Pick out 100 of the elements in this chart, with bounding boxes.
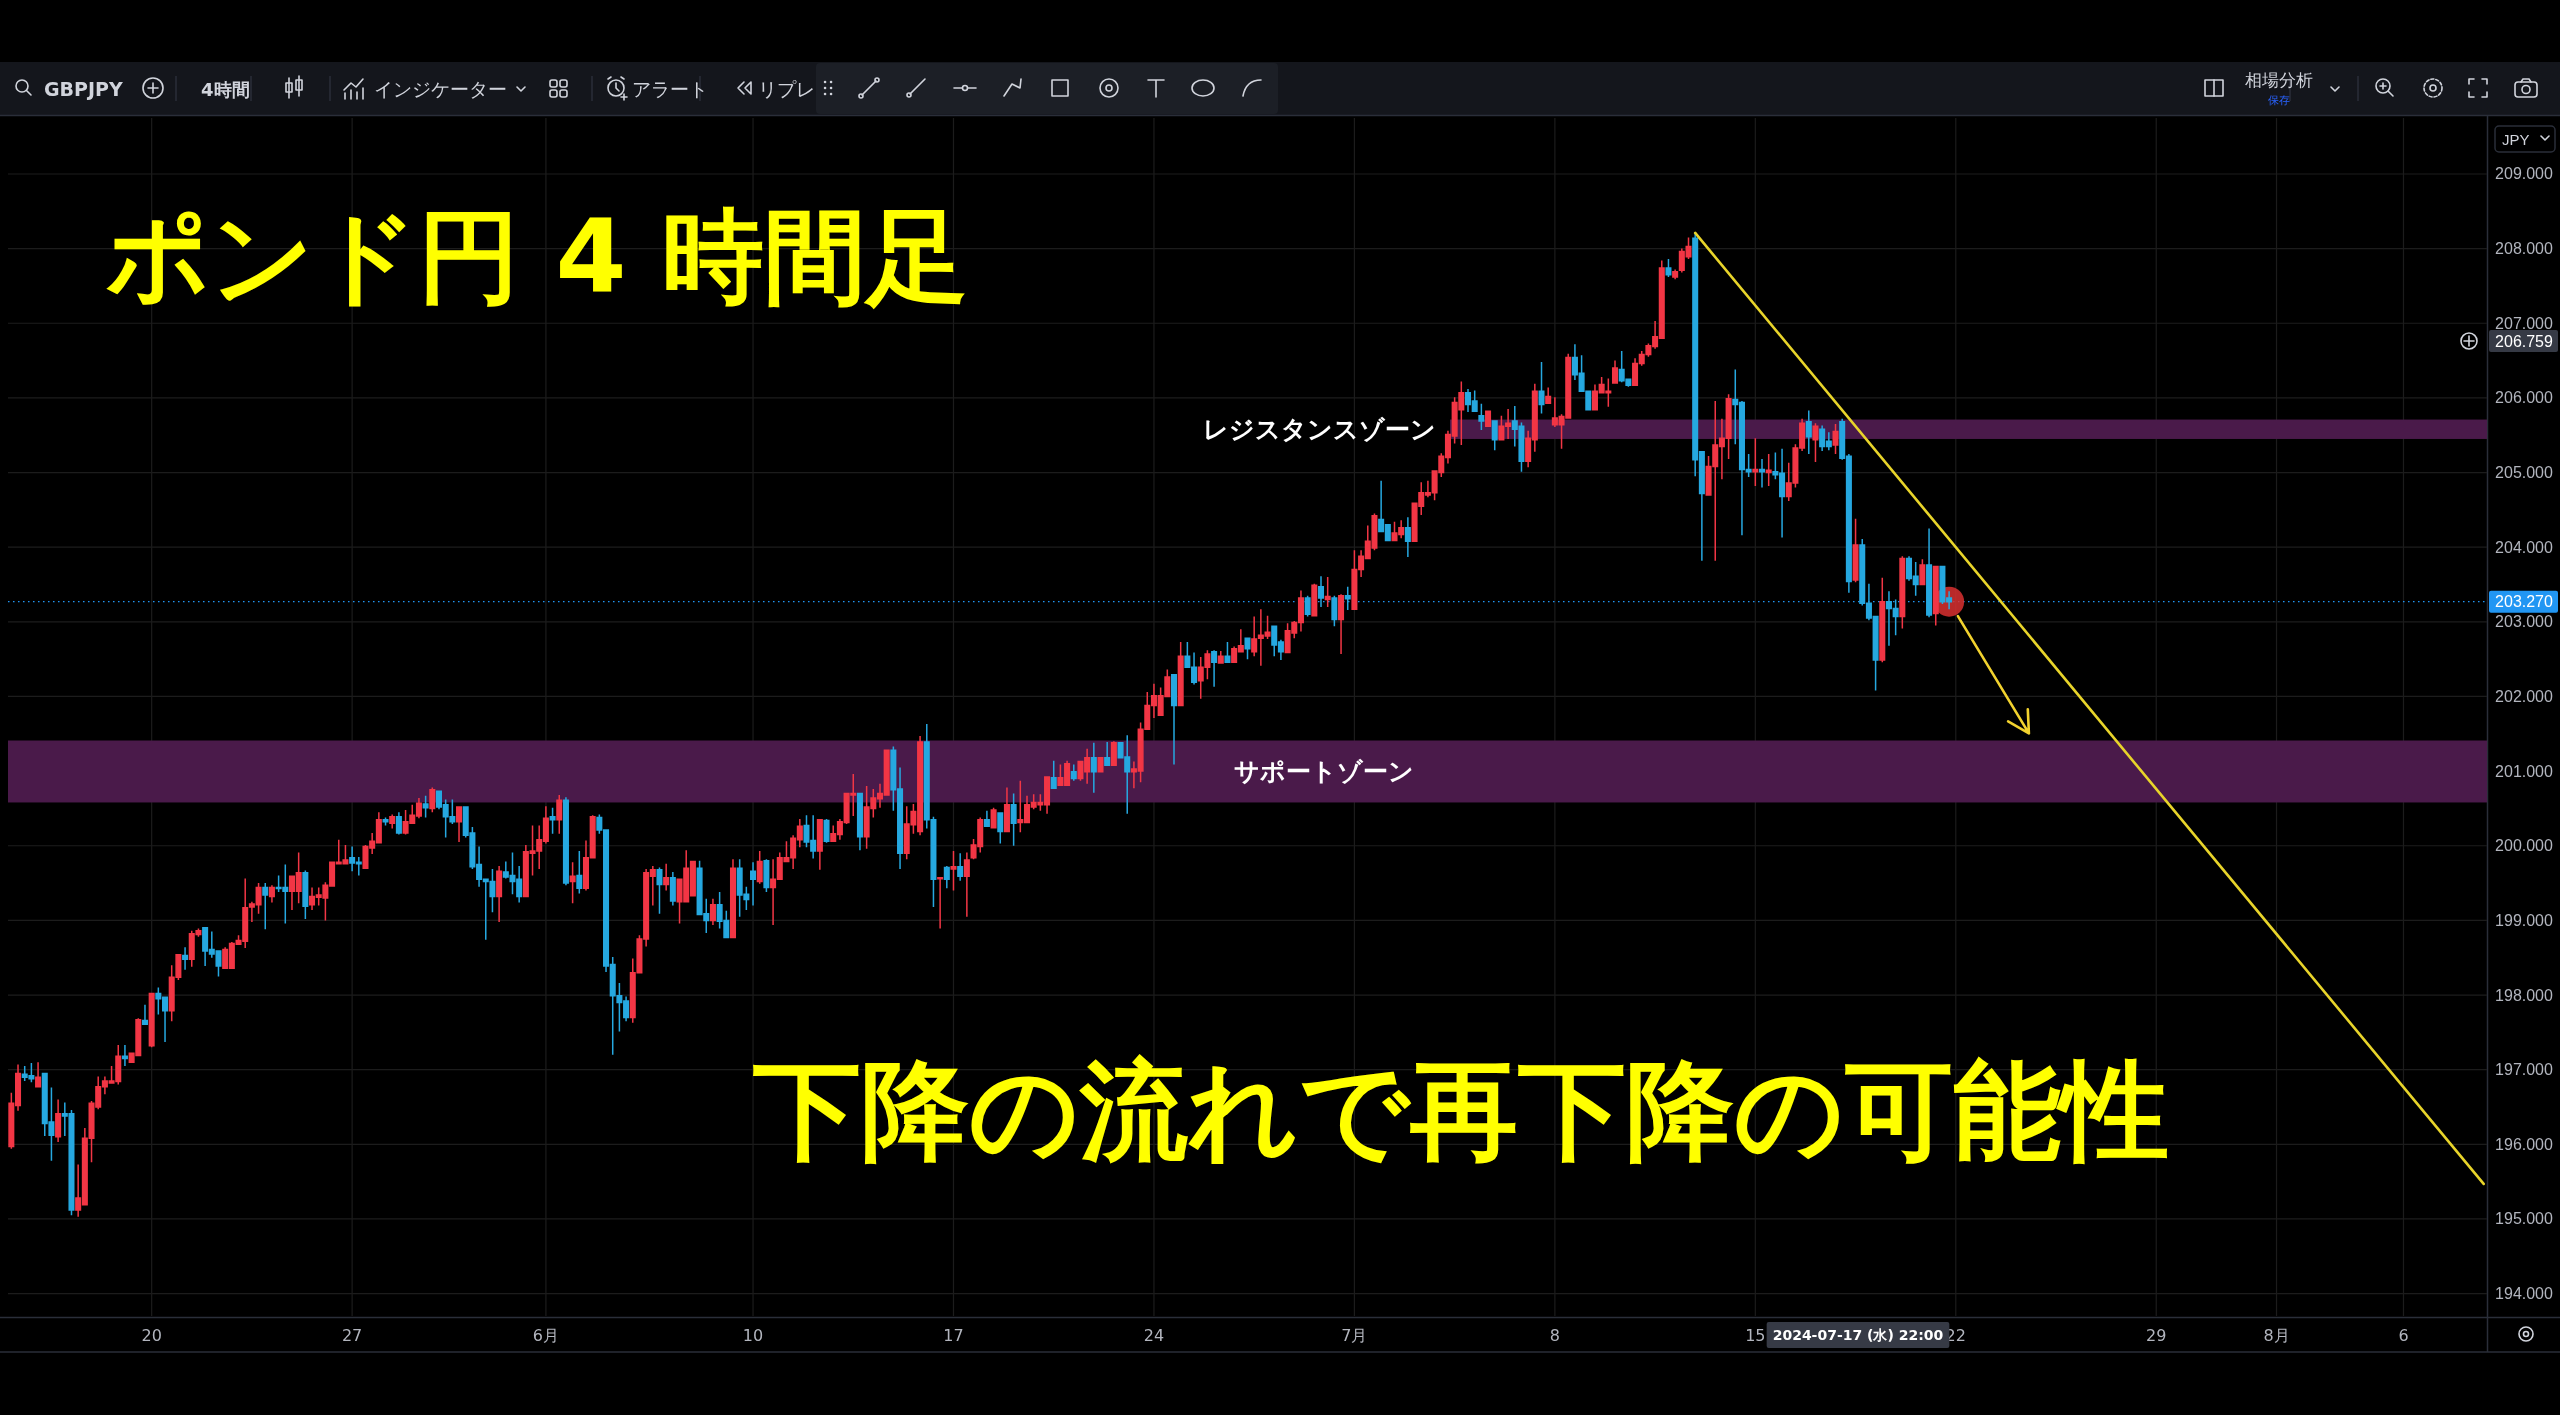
x-tick-label: 10 [742, 1326, 764, 1345]
y-tick-label: 207.000 [2495, 314, 2554, 332]
y-tick-label: 208.000 [2495, 240, 2554, 258]
x-tick-label: 15 [1745, 1326, 1766, 1345]
y-tick-label: 200.000 [2495, 837, 2554, 855]
candlestick [990, 807, 997, 829]
y-tick-label: 209.000 [2495, 165, 2554, 183]
candlestick [35, 1062, 42, 1088]
band-label: レジスタンスゾーン [1203, 415, 1436, 445]
candlestick [1324, 577, 1331, 607]
candlestick [429, 787, 436, 813]
candlestick [395, 812, 402, 835]
candlestick [496, 865, 503, 922]
candlestick [756, 850, 763, 884]
candlestick [816, 818, 823, 870]
candlestick [663, 863, 670, 891]
x-tick-label: 6月 [532, 1326, 559, 1345]
text: インジケーター [374, 78, 507, 100]
candlestick [1304, 595, 1311, 617]
candlestick [1010, 793, 1017, 846]
candlestick [148, 992, 155, 1048]
candlestick [576, 850, 583, 894]
candlestick [1311, 583, 1318, 617]
y-tick-label: 198.000 [2495, 986, 2554, 1004]
y-tick-label: 197.000 [2495, 1061, 2554, 1079]
candlestick [1331, 595, 1338, 627]
y-tick-label: 205.000 [2495, 464, 2554, 482]
candlestick [55, 1099, 62, 1143]
candlestick [1090, 742, 1097, 793]
candlestick [1211, 650, 1218, 687]
text: ポンド円 4 時間足 [106, 197, 968, 316]
x-tick-label: 24 [1143, 1326, 1165, 1345]
candlestick [937, 877, 944, 929]
candlestick [389, 814, 396, 829]
text: 相場分析 [2245, 70, 2313, 90]
candlestick [1832, 424, 1839, 454]
candlestick [1003, 787, 1010, 833]
y-tick-label: 204.000 [2495, 538, 2554, 556]
ref-line-label: 203.270 [2495, 593, 2554, 611]
candlestick [1338, 594, 1345, 654]
candlestick [1478, 403, 1485, 431]
text: 下降の流れで再下降の可能性 [753, 1048, 2169, 1173]
text: GBPJPY [44, 78, 123, 100]
candlestick [382, 817, 389, 826]
candlestick [268, 885, 275, 903]
candlestick [997, 812, 1004, 844]
candlestick [1926, 528, 1933, 618]
x-tick-label: 8 [1549, 1326, 1560, 1345]
candlestick [569, 862, 576, 904]
candlestick [1805, 410, 1812, 454]
candlestick [1919, 559, 1926, 586]
candlestick [1665, 259, 1672, 277]
candlestick [709, 898, 716, 925]
candlestick [669, 871, 676, 906]
candlestick [656, 867, 663, 914]
candlestick [1538, 362, 1545, 414]
candlestick [1852, 518, 1859, 583]
x-tick-label: 29 [2146, 1326, 2167, 1345]
x-tick-label: 6 [2398, 1326, 2409, 1345]
candlestick [182, 947, 189, 970]
candlestick [1110, 741, 1117, 766]
text: リプレ [758, 78, 815, 100]
candlestick [141, 1004, 148, 1025]
y-tick-label: 194.000 [2495, 1285, 2554, 1303]
candlestick [562, 797, 569, 886]
candlestick [1070, 764, 1077, 781]
candlestick [1752, 438, 1759, 486]
y-tick-label: 199.000 [2495, 911, 2554, 929]
x-tick-label: 7月 [1341, 1326, 1368, 1345]
candlestick [983, 810, 990, 828]
candlestick [1491, 420, 1498, 451]
candlestick [1545, 387, 1552, 404]
candlestick [1097, 756, 1104, 773]
candlestick [1611, 360, 1619, 384]
candlestick [1758, 459, 1766, 488]
candlestick [1050, 760, 1057, 790]
y-tick-label: 195.000 [2495, 1210, 2554, 1228]
candlestick [763, 859, 770, 893]
text: 保存 [2268, 94, 2290, 107]
candlestick [121, 1045, 128, 1066]
candlestick [943, 865, 950, 889]
y-tick-label: 201.000 [2495, 762, 2554, 780]
y-tick-label: 206.000 [2495, 389, 2554, 407]
candlestick [957, 853, 964, 881]
candlestick [302, 870, 309, 919]
text: 2024-07-17 (水) 22:00 [1772, 1327, 1944, 1343]
candlestick [1404, 517, 1411, 557]
candlestick [1672, 269, 1679, 280]
x-tick-label: 17 [943, 1326, 964, 1345]
candlestick [856, 792, 863, 851]
candlestick [963, 852, 970, 917]
candlestick [1932, 565, 1939, 626]
y-tick-label: 202.000 [2495, 687, 2554, 705]
candlestick [1879, 577, 1886, 663]
candlestick [262, 883, 269, 930]
text: 206.759 [2495, 332, 2554, 350]
candlestick [729, 859, 737, 939]
y-tick-label: 196.000 [2495, 1135, 2554, 1153]
candlestick [1170, 674, 1178, 765]
candlestick [1177, 641, 1184, 707]
